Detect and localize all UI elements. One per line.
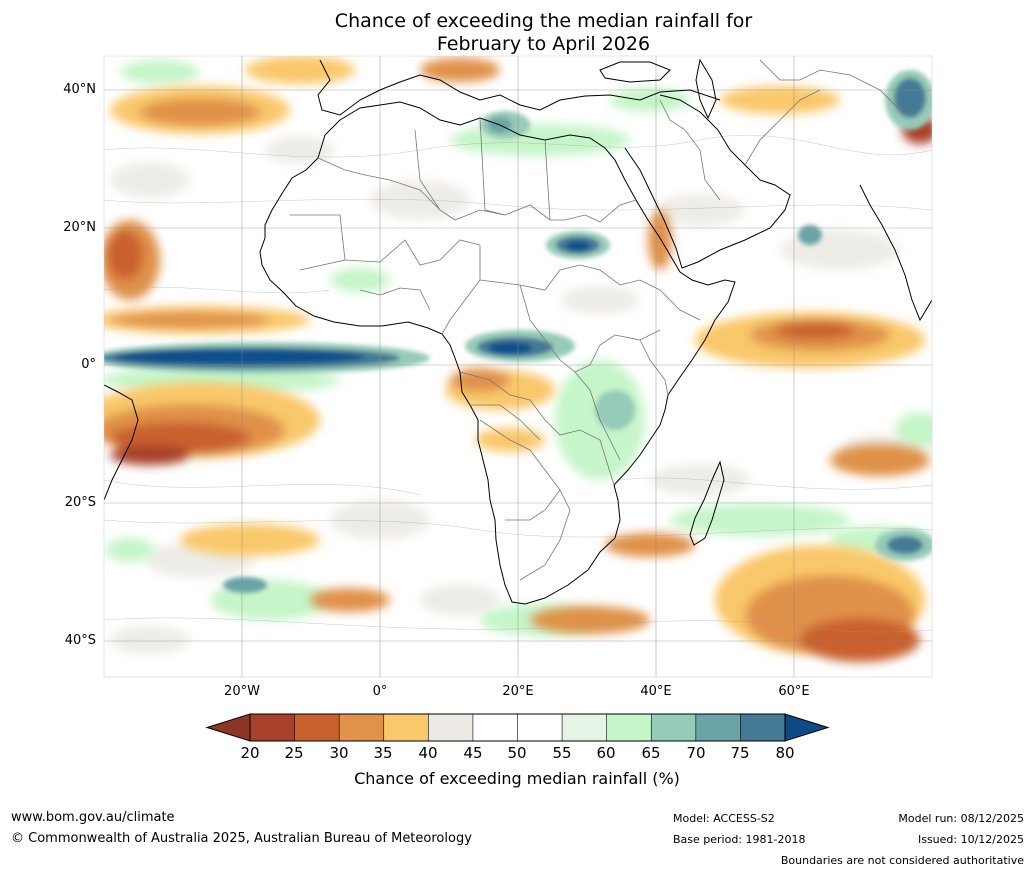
colorbar-tick: 20	[240, 744, 260, 762]
country-borders	[290, 59, 901, 581]
lon-label-0: 0°	[372, 684, 388, 699]
copyright-text: © Commonwealth of Australia 2025, Austra…	[11, 831, 472, 846]
boundary-disclaimer: Boundaries are not considered authoritat…	[780, 854, 1024, 867]
colorbar-tick: 70	[686, 744, 706, 762]
colorbar-tick: 50	[507, 744, 527, 762]
lon-label-40e: 40°E	[640, 684, 672, 699]
colorbar-swatch	[249, 713, 296, 742]
colorbar-swatch	[338, 713, 385, 742]
colorbar-over-arrow	[784, 713, 830, 742]
lon-label-20w: 20°W	[224, 684, 260, 699]
below-median-areas	[104, 56, 932, 662]
lat-label-40s: 40°S	[64, 633, 96, 648]
website-link[interactable]: www.bom.gov.au/climate	[11, 810, 175, 825]
colorbar-outline	[249, 713, 786, 742]
issued-date: Issued: 10/12/2025	[917, 833, 1024, 846]
colorbar-swatch	[472, 713, 519, 742]
model-run-date: Model run: 08/12/2025	[898, 812, 1024, 825]
colorbar-under-arrow	[205, 713, 251, 742]
south-america-coastline	[104, 384, 139, 501]
caspian-coastline	[695, 58, 717, 120]
map-frame	[103, 55, 933, 678]
colorbar	[205, 713, 830, 742]
colorbar-tick: 25	[284, 744, 304, 762]
title-line-2: February to April 2026	[436, 33, 651, 55]
colorbar-swatch	[695, 713, 742, 742]
europe-coastline	[317, 59, 721, 116]
colorbar-swatch	[606, 713, 653, 742]
colorbar-label: Chance of exceeding median rainfall (%)	[354, 769, 680, 788]
lat-label-equator: 0°	[81, 357, 96, 372]
colorbar-tick: 30	[329, 744, 349, 762]
model-name: Model: ACCESS-S2	[673, 812, 775, 825]
colorbar-tick: 75	[730, 744, 750, 762]
coastlines	[104, 58, 932, 605]
colorbar-swatch	[740, 713, 786, 742]
contour-lines	[104, 134, 932, 633]
lon-label-20e: 20°E	[502, 684, 534, 699]
lat-label-20s: 20°S	[64, 495, 96, 510]
above-median-high-areas	[104, 70, 932, 593]
colorbar-swatch	[517, 713, 563, 742]
colorbar-tick: 80	[775, 744, 795, 762]
colorbar-swatch	[561, 713, 608, 742]
colorbar-swatch	[383, 713, 430, 742]
colorbar-swatch	[650, 713, 697, 742]
arabia-coastline	[624, 94, 791, 269]
colorbar-tick: 45	[463, 744, 483, 762]
madagascar-coastline	[689, 460, 725, 546]
india-coastline	[859, 184, 932, 322]
lon-label-60e: 60°E	[778, 684, 810, 699]
africa-coastline	[259, 101, 736, 605]
colorbar-tick: 40	[418, 744, 438, 762]
map-title: Chance of exceeding the median rainfall …	[0, 10, 1035, 56]
colorbar-tick: 35	[373, 744, 393, 762]
map-panel	[104, 56, 932, 677]
base-period: Base period: 1981-2018	[673, 833, 806, 846]
title-line-1: Chance of exceeding the median rainfall …	[334, 10, 753, 32]
lat-label-20n: 20°N	[63, 220, 96, 235]
black-sea-coastline	[599, 61, 671, 83]
colorbar-swatch	[428, 713, 474, 742]
colorbar-tick: 60	[596, 744, 616, 762]
colorbar-swatch	[294, 713, 340, 742]
colorbar-tick: 65	[641, 744, 661, 762]
graticule	[104, 56, 932, 677]
colorbar-tick: 55	[552, 744, 572, 762]
lat-label-40n: 40°N	[63, 82, 96, 97]
